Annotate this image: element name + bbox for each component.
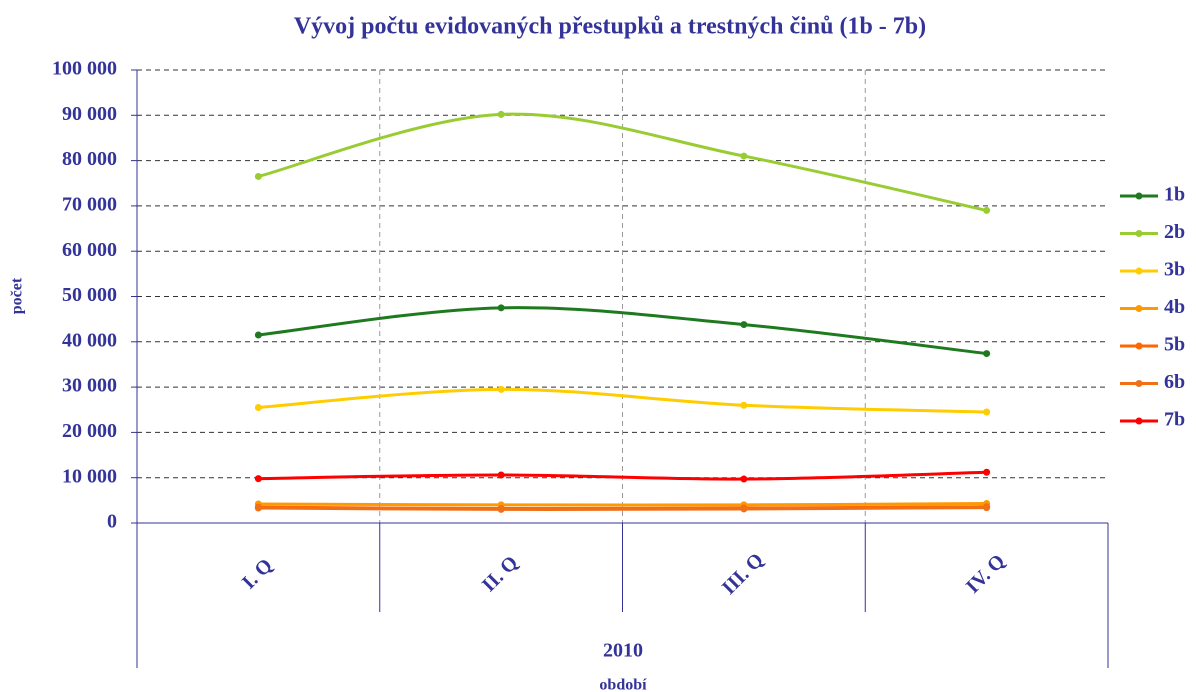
- series-line: [258, 306, 987, 356]
- data-point: [254, 475, 262, 483]
- data-point: [740, 505, 748, 513]
- data-point: [497, 110, 505, 118]
- legend-marker: [1135, 417, 1143, 425]
- data-point: [983, 408, 991, 416]
- y-tick-label: 70 000: [62, 193, 117, 215]
- legend-label: 5b: [1164, 334, 1185, 356]
- legend-marker: [1135, 230, 1143, 237]
- data-point: [254, 403, 262, 411]
- x-tick-label: I. Q: [238, 554, 277, 593]
- legend-label: 2b: [1164, 221, 1185, 243]
- data-point: [497, 304, 505, 312]
- data-point: [740, 475, 748, 483]
- series-line: [258, 506, 987, 511]
- data-point: [983, 206, 991, 214]
- legend-marker: [1135, 192, 1143, 200]
- y-tick-label: 50 000: [62, 284, 117, 306]
- data-point: [740, 321, 748, 329]
- y-tick-label: 40 000: [62, 329, 117, 351]
- data-point: [254, 172, 262, 180]
- series-line: [258, 470, 987, 481]
- y-axis-title: počet: [9, 277, 26, 314]
- legend-label: 7b: [1164, 409, 1185, 431]
- data-point: [497, 505, 505, 513]
- y-tick-label: 30 000: [62, 375, 117, 397]
- data-point: [254, 504, 262, 512]
- legend-label: 4b: [1164, 296, 1185, 318]
- data-point: [254, 331, 262, 339]
- x-tick-label: II. Q: [478, 552, 523, 597]
- x-group-label: 2010: [603, 640, 643, 662]
- data-point: [983, 504, 991, 512]
- series-line: [258, 112, 987, 212]
- y-tick-label: 90 000: [62, 103, 117, 125]
- data-point: [497, 471, 505, 479]
- legend-label: 1b: [1164, 184, 1185, 206]
- legend-marker: [1135, 380, 1143, 387]
- data-point: [983, 350, 991, 358]
- data-point: [740, 401, 748, 409]
- x-axis-title: období: [599, 677, 647, 692]
- y-tick-label: 10 000: [62, 465, 117, 487]
- legend-marker: [1135, 342, 1143, 350]
- y-tick-label: 60 000: [62, 239, 117, 261]
- x-tick-label: III. Q: [718, 549, 768, 599]
- data-point: [983, 468, 991, 476]
- x-tick-label: IV. Q: [962, 550, 1010, 598]
- series-line: [258, 502, 987, 507]
- data-point: [497, 385, 505, 393]
- y-tick-label: 0: [107, 511, 117, 533]
- legend-marker: [1135, 305, 1143, 312]
- legend-marker: [1135, 267, 1143, 275]
- legend-label: 3b: [1164, 259, 1185, 281]
- y-tick-label: 80 000: [62, 148, 117, 170]
- legend-label: 6b: [1164, 371, 1185, 393]
- y-tick-label: 100 000: [52, 58, 117, 80]
- chart-title: Vývoj počtu evidovaných přestupků a tres…: [294, 14, 926, 40]
- data-point: [740, 152, 748, 160]
- y-tick-label: 20 000: [62, 420, 117, 442]
- series-line: [258, 387, 987, 414]
